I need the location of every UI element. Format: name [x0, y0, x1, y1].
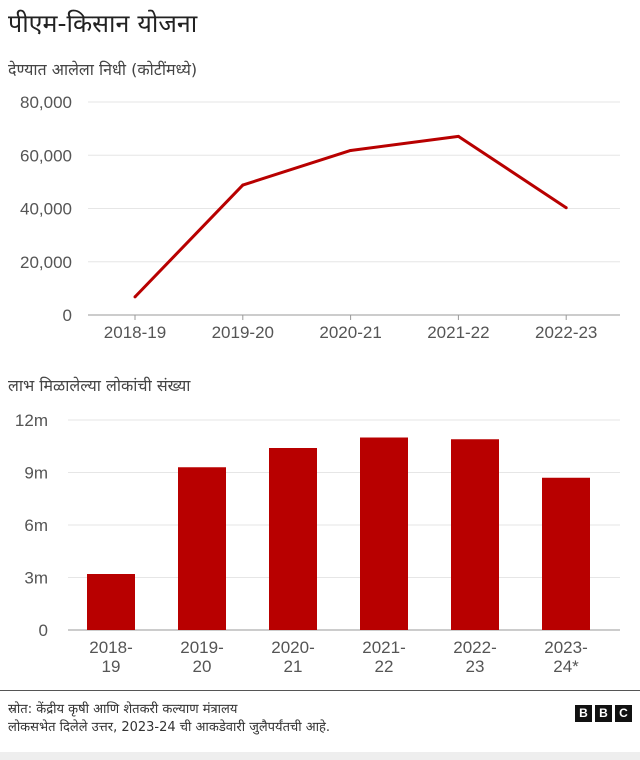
x-tick-label: 2021-22	[427, 323, 489, 342]
x-tick-label: 2019-	[180, 638, 223, 657]
y-tick-label: 80,000	[20, 93, 72, 112]
x-tick-label: 2022-23	[535, 323, 597, 342]
bar	[178, 467, 226, 630]
data-point	[349, 148, 353, 152]
bar	[269, 448, 317, 630]
y-tick-label: 40,000	[20, 200, 72, 219]
x-tick-label: 2023-	[544, 638, 587, 657]
bar-chart-title: लाभ मिळालेल्या लोकांची संख्या	[8, 376, 191, 395]
y-tick-label: 20,000	[20, 253, 72, 272]
bar-chart: 0 3m 6m 9m 12m 2018-19 2019-20 2020-21 2021-22 20…	[15, 411, 620, 676]
y-tick-label: 12m	[15, 411, 48, 430]
note-text: लोकसभेत दिलेले उत्तर, 2023-24 ची आकडेवार…	[8, 720, 331, 735]
x-tick-label: 20	[193, 657, 212, 676]
x-tick-label: 2018-19	[104, 323, 166, 342]
bar	[451, 439, 499, 630]
page-title: पीएम-किसान योजना	[8, 9, 198, 38]
x-tick-label: 2018-	[89, 638, 132, 657]
y-tick-label: 3m	[24, 569, 48, 588]
x-tick-label: 2020-21	[319, 323, 381, 342]
x-tick-label: 2019-20	[212, 323, 274, 342]
x-tick-label: 19	[102, 657, 121, 676]
data-point	[564, 206, 568, 210]
line-chart: 0 20,000 40,000 60,000 80,000 2018-19 2019-20 2…	[20, 93, 620, 342]
logo-letter: C	[615, 705, 632, 722]
x-tick-label: 21	[284, 657, 303, 676]
source-text: स्रोत: केंद्रीय कृषी आणि शेतकरी कल्याण म…	[8, 702, 238, 717]
y-tick-label: 0	[63, 306, 72, 325]
footer: स्रोत: केंद्रीय कृषी आणि शेतकरी कल्याण म…	[0, 690, 640, 753]
y-tick-label: 6m	[24, 516, 48, 535]
data-point	[456, 134, 460, 138]
data-point	[133, 295, 137, 299]
y-tick-label: 9m	[24, 464, 48, 483]
x-tick-label: 24*	[553, 657, 579, 676]
data-point	[241, 183, 245, 187]
y-tick-label: 60,000	[20, 146, 72, 165]
y-tick-label: 0	[39, 621, 48, 640]
line-chart-title: देण्यात आलेला निधी (कोटींमध्ये)	[8, 60, 198, 79]
bar	[87, 574, 135, 630]
x-tick-label: 23	[466, 657, 485, 676]
bottom-strip	[0, 752, 640, 760]
logo-letter: B	[575, 705, 592, 722]
x-tick-label: 2022-	[453, 638, 496, 657]
bar	[542, 477, 590, 630]
x-tick-label: 22	[375, 657, 394, 676]
bar	[360, 437, 408, 630]
x-tick-label: 2020-	[271, 638, 314, 657]
x-tick-label: 2021-	[362, 638, 405, 657]
bbc-logo: B B C	[575, 705, 632, 722]
logo-letter: B	[595, 705, 612, 722]
